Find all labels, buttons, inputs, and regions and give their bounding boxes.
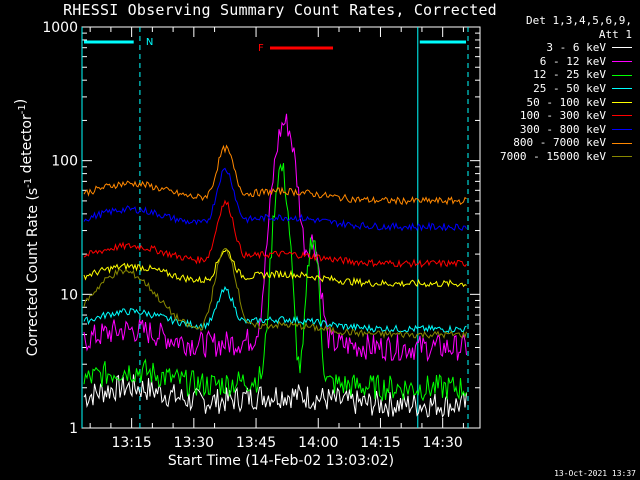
legend-label: 800 - 7000 keV <box>513 136 606 150</box>
series-line-3 <box>83 285 467 334</box>
legend-header-line-2: Att 1 <box>598 27 632 41</box>
y-tick-label: 100 <box>51 154 78 170</box>
legend-label: 25 - 50 keV <box>533 81 606 95</box>
legend-item: 6 - 12 keV <box>500 55 632 69</box>
legend-swatch <box>612 129 632 131</box>
flare-label: F <box>258 43 264 54</box>
series-line-6 <box>83 167 467 232</box>
night-label: N <box>146 37 153 48</box>
y-tick-label: 1 <box>69 421 78 437</box>
legend-item: 800 - 7000 keV <box>500 136 632 150</box>
legend-swatch <box>612 101 632 103</box>
legend-swatch <box>612 74 632 76</box>
x-tick-label: 14:15 <box>360 435 400 451</box>
legend-label: 100 - 300 keV <box>519 109 606 123</box>
legend-swatch <box>612 156 632 158</box>
x-tick-label: 13:45 <box>236 435 276 451</box>
legend-swatch <box>612 47 632 49</box>
legend-item: 300 - 800 keV <box>500 123 632 137</box>
legend-item: 12 - 25 keV <box>500 68 632 82</box>
legend-item: 3 - 6 keV <box>500 41 632 55</box>
x-tick-label: 14:30 <box>422 435 462 451</box>
legend-swatch <box>612 142 632 144</box>
legend-item: 50 - 100 keV <box>500 96 632 110</box>
series-line-8 <box>83 247 467 339</box>
legend-header-line-1: Det 1,3,4,5,6,9, <box>526 14 632 27</box>
legend-swatch <box>612 61 632 63</box>
footer-timestamp: 13-Oct-2021 13:37 <box>554 469 636 478</box>
y-axis-label: Corrected Count Rate (s-1 detector-1) <box>13 99 41 356</box>
x-tick-label: 13:30 <box>174 435 214 451</box>
legend-label: 50 - 100 keV <box>526 95 606 109</box>
legend-swatch <box>612 88 632 90</box>
series-line-2 <box>83 163 467 402</box>
series-line-5 <box>83 199 467 268</box>
legend-label: 3 - 6 keV <box>546 41 606 55</box>
series-line-4 <box>83 248 467 288</box>
legend-label: 7000 - 15000 keV <box>500 149 606 163</box>
y-tick-label: 1000 <box>42 20 78 36</box>
x-tick-label: 14:00 <box>298 435 338 451</box>
x-tick-label: 13:15 <box>111 435 151 451</box>
legend-label: 300 - 800 keV <box>519 122 606 136</box>
chart-legend: Det 1,3,4,5,6,9, Att 1 3 - 6 keV 6 - 12 k… <box>500 14 632 164</box>
legend-item: 100 - 300 keV <box>500 109 632 123</box>
chart-title: RHESSI Observing Summary Count Rates, Co… <box>63 1 497 19</box>
series-line-1 <box>83 113 467 363</box>
legend-swatch <box>612 115 632 117</box>
legend-label: 12 - 25 keV <box>533 68 606 82</box>
legend-item: 7000 - 15000 keV <box>500 150 632 164</box>
series-line-7 <box>83 144 467 206</box>
x-axis-label: Start Time (14-Feb-02 13:03:02) <box>168 453 394 469</box>
y-tick-label: 10 <box>60 287 78 303</box>
legend-label: 6 - 12 keV <box>539 54 606 68</box>
legend-item: 25 - 50 keV <box>500 82 632 96</box>
series-line-0 <box>83 374 467 419</box>
